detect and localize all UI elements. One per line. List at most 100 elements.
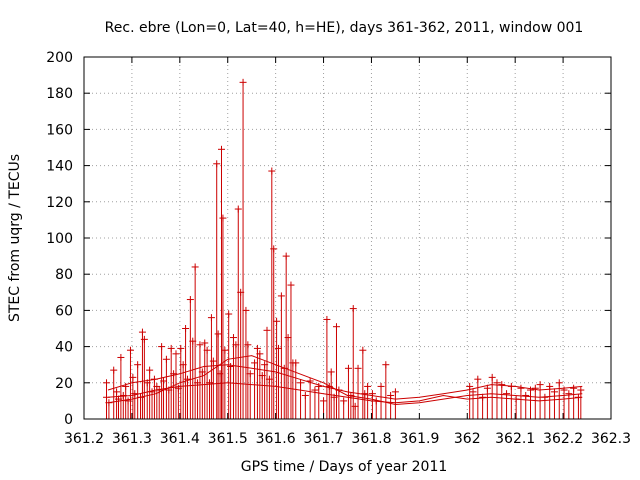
data-point bbox=[498, 381, 506, 389]
data-point bbox=[114, 395, 122, 403]
data-point bbox=[507, 382, 515, 390]
data-point bbox=[277, 292, 285, 300]
x-tick-label: 362 bbox=[454, 431, 481, 447]
data-point bbox=[488, 373, 496, 381]
data-point bbox=[327, 368, 335, 376]
data-point bbox=[131, 390, 139, 398]
data-point bbox=[256, 350, 264, 358]
x-tick-label: 362.3 bbox=[591, 431, 631, 447]
data-point bbox=[284, 334, 292, 342]
data-point bbox=[232, 341, 240, 349]
data-point bbox=[124, 397, 132, 405]
grid-lines bbox=[84, 57, 611, 419]
data-point bbox=[340, 397, 348, 405]
data-point bbox=[122, 382, 130, 390]
data-point bbox=[203, 346, 211, 354]
data-point bbox=[325, 382, 333, 390]
data-point bbox=[574, 393, 582, 401]
data-point bbox=[550, 388, 558, 396]
x-axis-ticks: 361.2 361.3 361.4 361.5 361.6 361.7 361.8 361.9… bbox=[64, 57, 631, 447]
y-tick-label: 60 bbox=[55, 303, 73, 319]
data-points bbox=[103, 78, 585, 410]
data-point bbox=[354, 364, 362, 372]
data-point bbox=[474, 375, 482, 383]
data-point bbox=[349, 305, 357, 313]
data-point bbox=[148, 388, 156, 396]
data-point bbox=[227, 363, 235, 371]
data-point bbox=[242, 306, 250, 314]
data-point bbox=[225, 310, 233, 318]
data-point bbox=[301, 391, 309, 399]
data-point bbox=[297, 379, 305, 387]
data-point bbox=[140, 335, 148, 343]
data-point bbox=[359, 346, 367, 354]
y-tick-label: 120 bbox=[46, 195, 73, 211]
data-point bbox=[179, 361, 187, 369]
data-point bbox=[306, 377, 314, 385]
data-point bbox=[214, 330, 222, 338]
data-point bbox=[377, 382, 385, 390]
data-point bbox=[479, 393, 487, 401]
x-tick-label: 361.4 bbox=[160, 431, 200, 447]
data-point bbox=[134, 361, 142, 369]
x-tick-label: 361.9 bbox=[399, 431, 439, 447]
data-point bbox=[119, 391, 127, 399]
data-point bbox=[261, 361, 269, 369]
data-point bbox=[174, 384, 182, 392]
data-point bbox=[229, 334, 237, 342]
data-point bbox=[258, 372, 266, 380]
data-point bbox=[560, 386, 568, 394]
data-point bbox=[113, 388, 121, 396]
y-axis-label: STEC from uqrg / TECUs bbox=[7, 154, 23, 322]
y-tick-label: 40 bbox=[55, 340, 73, 356]
data-point bbox=[522, 391, 530, 399]
data-point bbox=[323, 315, 331, 323]
data-point bbox=[201, 339, 209, 347]
data-point bbox=[512, 395, 520, 403]
data-point bbox=[315, 382, 323, 390]
data-point bbox=[213, 160, 221, 168]
y-tick-label: 0 bbox=[64, 412, 73, 428]
y-tick-label: 100 bbox=[46, 231, 73, 247]
data-point bbox=[198, 368, 206, 376]
data-point bbox=[287, 281, 295, 289]
data-point bbox=[263, 326, 271, 334]
x-tick-label: 361.3 bbox=[112, 431, 152, 447]
data-point bbox=[217, 145, 225, 153]
data-point bbox=[251, 359, 259, 367]
data-point bbox=[126, 346, 134, 354]
data-point bbox=[105, 399, 113, 407]
data-point bbox=[155, 386, 163, 394]
data-point bbox=[546, 382, 554, 390]
x-tick-label: 362.2 bbox=[543, 431, 583, 447]
data-point bbox=[330, 393, 338, 401]
data-point bbox=[117, 353, 125, 361]
x-tick-label: 362.1 bbox=[495, 431, 535, 447]
data-point bbox=[153, 382, 161, 390]
data-point bbox=[103, 393, 111, 401]
data-point bbox=[207, 314, 215, 322]
x-tick-label: 361.2 bbox=[64, 431, 104, 447]
data-point bbox=[391, 388, 399, 396]
data-point bbox=[531, 384, 539, 392]
data-point bbox=[280, 364, 288, 372]
chart-title: Rec. ebre (Lon=0, Lat=40, h=HE), days 36… bbox=[105, 20, 584, 36]
data-point bbox=[237, 288, 245, 296]
data-point bbox=[234, 205, 242, 213]
y-tick-label: 140 bbox=[46, 159, 73, 175]
y-tick-label: 80 bbox=[55, 267, 73, 283]
data-point bbox=[387, 391, 395, 399]
data-point bbox=[221, 346, 229, 354]
data-point bbox=[364, 382, 372, 390]
data-point bbox=[150, 375, 158, 383]
data-point bbox=[186, 296, 194, 304]
y-tick-label: 20 bbox=[55, 376, 73, 392]
data-point bbox=[143, 379, 151, 387]
plot-frame bbox=[83, 56, 612, 420]
y-axis-ticks: 0 20 40 60 80 100 120 140 160 180 200 bbox=[46, 50, 611, 428]
data-point bbox=[493, 379, 501, 387]
data-point bbox=[541, 393, 549, 401]
data-point bbox=[351, 402, 359, 410]
data-point bbox=[320, 397, 328, 405]
data-point bbox=[110, 366, 118, 374]
